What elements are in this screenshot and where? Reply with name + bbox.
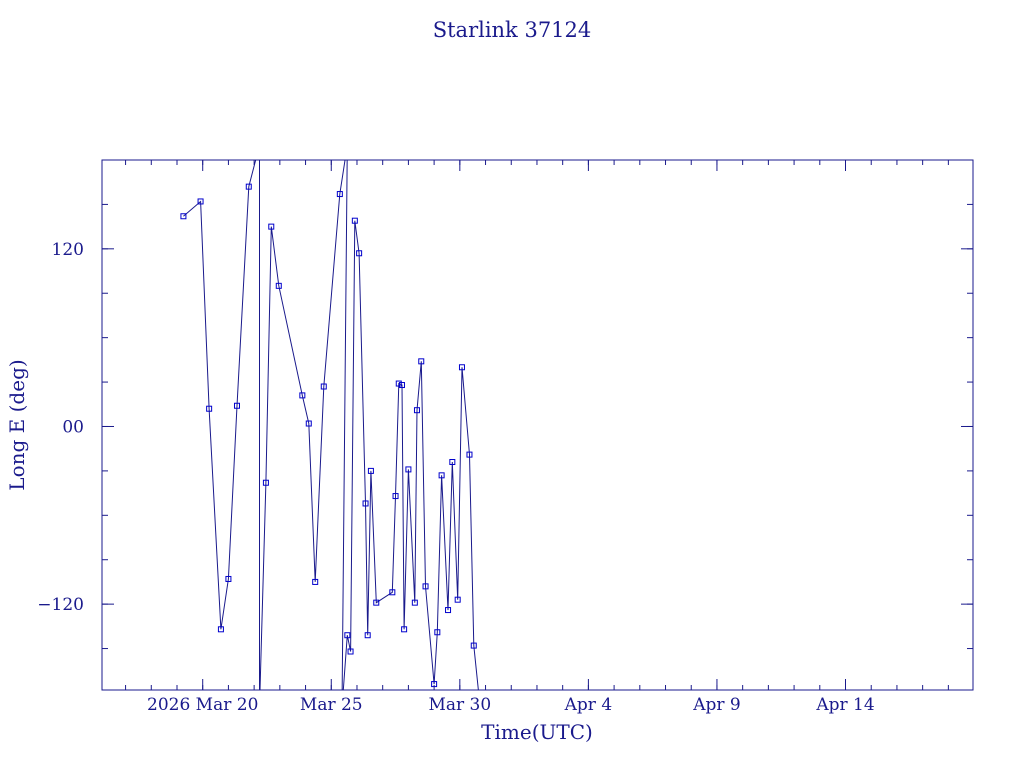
chart-title: Starlink 37124 — [433, 18, 592, 42]
data-point — [449, 459, 456, 466]
data-point — [320, 383, 327, 390]
data-point — [262, 479, 269, 486]
data-point — [413, 407, 420, 414]
data-point — [470, 642, 477, 649]
chart-marks — [180, 160, 479, 690]
data-point — [344, 632, 351, 639]
data-point — [422, 583, 429, 590]
data-point — [347, 648, 354, 655]
data-point — [373, 599, 380, 606]
data-point — [389, 589, 396, 596]
data-point — [245, 183, 252, 190]
y-axis-label: Long E (deg) — [5, 359, 29, 490]
data-point — [197, 198, 204, 205]
data-point — [217, 626, 224, 633]
data-point — [454, 596, 461, 603]
data-point — [233, 402, 240, 409]
x-tick-label: Apr 14 — [815, 695, 874, 715]
data-point — [438, 472, 445, 479]
data-point — [356, 250, 363, 257]
data-point — [434, 629, 441, 636]
x-tick-label: Apr 4 — [564, 695, 613, 715]
data-point — [312, 578, 319, 585]
data-point — [418, 358, 425, 365]
data-point — [299, 392, 306, 399]
axis-ticks: 2026 Mar 20 Mar 25 Mar 30 Apr 4 Apr 9 Apr 14 −… — [37, 160, 973, 715]
x-tick-label: 2026 Mar 20 — [147, 695, 258, 715]
data-point — [180, 213, 187, 220]
y-tick-label: 120 — [52, 240, 84, 260]
data-point — [225, 575, 232, 582]
data-point — [268, 223, 275, 230]
data-point — [206, 405, 213, 412]
data-point — [458, 364, 465, 371]
x-tick-label: Apr 9 — [692, 695, 741, 715]
data-point — [362, 500, 369, 507]
data-point — [411, 599, 418, 606]
data-point — [275, 282, 282, 289]
plot-frame — [101, 159, 974, 691]
x-axis-label: Time(UTC) — [481, 720, 593, 744]
data-point — [336, 191, 343, 198]
data-point — [364, 632, 371, 639]
data-point — [398, 382, 405, 389]
data-point — [466, 451, 473, 458]
data-point — [305, 420, 312, 427]
data-point — [395, 380, 402, 387]
x-tick-label: Mar 30 — [428, 695, 491, 715]
data-point — [401, 626, 408, 633]
data-point — [405, 466, 412, 473]
y-tick-label: −120 — [37, 595, 84, 615]
data-point — [445, 607, 452, 614]
x-tick-label: Mar 25 — [300, 695, 363, 715]
data-point — [351, 217, 358, 224]
data-point — [392, 493, 399, 500]
data-point — [367, 467, 374, 474]
series-line — [183, 160, 479, 690]
y-tick-label: 00 — [62, 417, 84, 437]
